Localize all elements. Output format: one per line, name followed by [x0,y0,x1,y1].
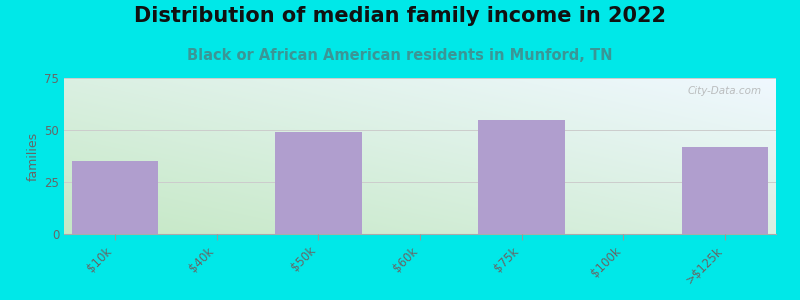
Bar [275,132,362,234]
Text: Black or African American residents in Munford, TN: Black or African American residents in M… [187,48,613,63]
Bar [72,161,158,234]
Text: Distribution of median family income in 2022: Distribution of median family income in … [134,6,666,26]
Y-axis label: families: families [27,131,40,181]
Bar [682,147,768,234]
Bar [478,120,565,234]
Text: City-Data.com: City-Data.com [688,86,762,96]
